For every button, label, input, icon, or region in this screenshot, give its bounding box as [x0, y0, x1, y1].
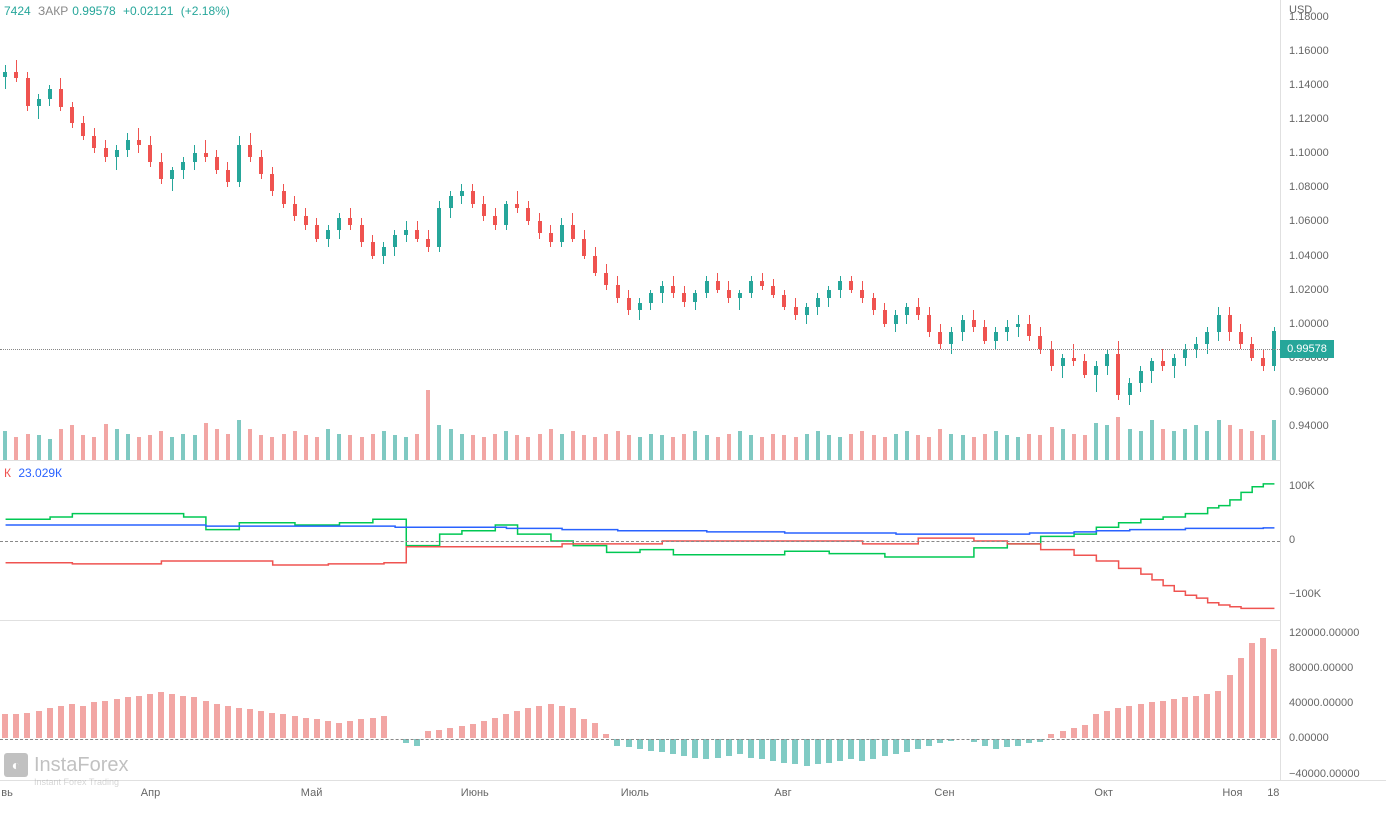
price-tick: 1.02000 — [1289, 284, 1329, 296]
indicator-value: 23.029К — [18, 466, 62, 480]
chart-container: 7424 ЗАКР 0.99578 +0.02121 (+2.18%) К 23.… — [0, 0, 1386, 817]
logo-icon: ◐ — [4, 753, 28, 777]
ind2-tick: 80000.00000 — [1289, 662, 1353, 674]
price-tick: 1.18000 — [1289, 11, 1329, 23]
ind2-tick: 120000.00000 — [1289, 627, 1359, 639]
x-tick: Ноя — [1222, 787, 1242, 799]
price-tick: 1.08000 — [1289, 181, 1329, 193]
indicator-header: К 23.029К — [4, 466, 66, 480]
price-tick: 1.00000 — [1289, 318, 1329, 330]
price-tick: 1.06000 — [1289, 215, 1329, 227]
x-tick: Июнь — [461, 787, 489, 799]
indicator-panel-1[interactable] — [0, 460, 1280, 620]
ind2-tick: 0.00000 — [1289, 732, 1329, 744]
price-tick: 1.10000 — [1289, 147, 1329, 159]
x-tick: Окт — [1094, 787, 1113, 799]
price-tick: 1.14000 — [1289, 79, 1329, 91]
change-pct: (+2.18%) — [181, 4, 230, 18]
price-tick: 0.94000 — [1289, 420, 1329, 432]
x-tick: Авг — [774, 787, 791, 799]
x-tick: Июль — [621, 787, 649, 799]
indicator-k-label: К — [4, 466, 11, 480]
ticker-fragment: 7424 — [4, 4, 31, 18]
ind2-tick: −40000.00000 — [1289, 768, 1360, 780]
x-axis[interactable]: вь Апр Май Июнь Июль Авг Сен Окт Ноя 18 — [0, 780, 1386, 817]
change-abs: +0.02121 — [123, 4, 173, 18]
indicator-panel-2[interactable] — [0, 620, 1280, 780]
ind1-tick: 100K — [1289, 480, 1315, 492]
zero-line-ind1 — [0, 541, 1280, 542]
price-tick: 1.16000 — [1289, 45, 1329, 57]
chart-header: 7424 ЗАКР 0.99578 +0.02121 (+2.18%) — [4, 4, 234, 18]
watermark-text: InstaForex — [34, 754, 128, 777]
x-tick: 18 — [1267, 787, 1279, 799]
ind1-line-blue — [6, 525, 1275, 534]
x-tick: вь — [1, 787, 13, 799]
y-axis[interactable]: USD 1.180001.160001.140001.120001.100001… — [1280, 0, 1386, 780]
x-tick: Сен — [934, 787, 954, 799]
watermark: ◐ InstaForex Instant Forex Trading — [4, 753, 128, 777]
current-price-line — [0, 349, 1280, 350]
watermark-sub: Instant Forex Trading — [34, 777, 119, 787]
ind1-line-green — [6, 484, 1275, 557]
current-price-tag: 0.99578 — [1280, 340, 1334, 358]
x-tick: Май — [301, 787, 323, 799]
close-label: ЗАКР — [38, 4, 68, 18]
price-tick: 1.04000 — [1289, 250, 1329, 262]
ind1-tick: 0 — [1289, 534, 1295, 546]
price-tick: 0.96000 — [1289, 386, 1329, 398]
x-tick: Апр — [141, 787, 160, 799]
ind2-tick: 40000.00000 — [1289, 697, 1353, 709]
ind1-line-red — [6, 538, 1275, 608]
price-panel[interactable] — [0, 0, 1280, 460]
close-value: 0.99578 — [72, 4, 115, 18]
zero-line-ind2 — [0, 739, 1280, 740]
price-tick: 1.12000 — [1289, 113, 1329, 125]
ind1-tick: −100K — [1289, 588, 1321, 600]
